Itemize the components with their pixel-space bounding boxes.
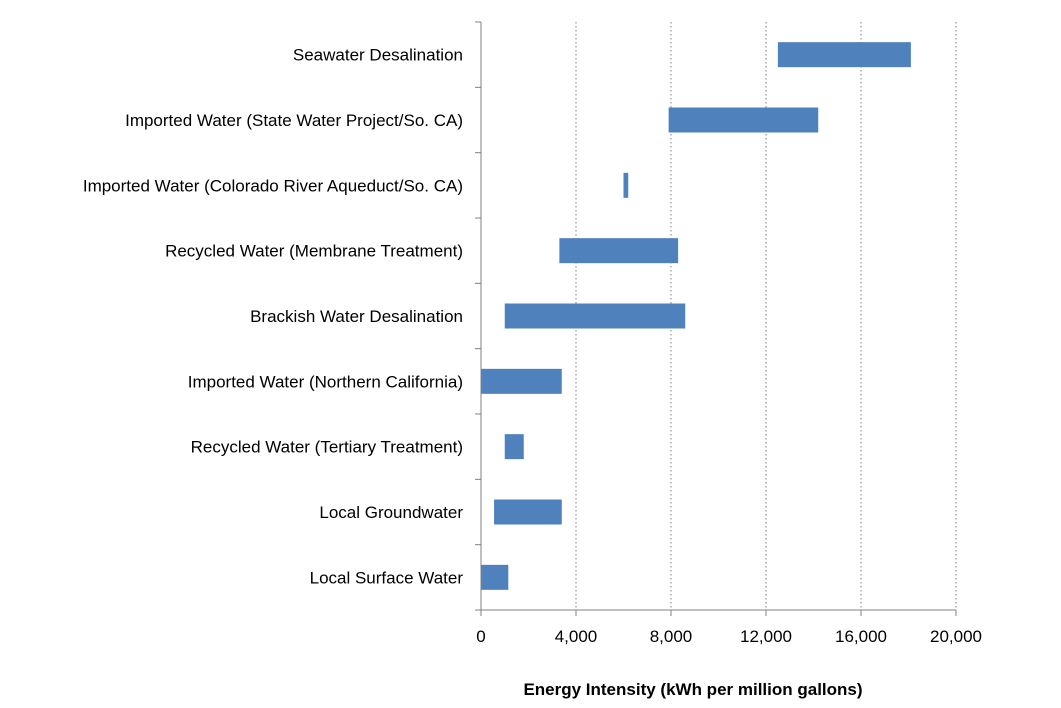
category-label: Seawater Desalination bbox=[293, 46, 463, 65]
bars bbox=[481, 42, 911, 590]
x-tick-label: 4,000 bbox=[555, 627, 598, 646]
bar bbox=[481, 564, 509, 590]
x-tick-labels: 0 4,000 8,000 12,000 16,000 20,000 bbox=[476, 627, 982, 646]
category-label: Local Surface Water bbox=[310, 568, 464, 587]
x-tick-label: 20,000 bbox=[930, 627, 982, 646]
bar bbox=[504, 434, 524, 460]
bar bbox=[481, 368, 562, 394]
category-label: Recycled Water (Tertiary Treatment) bbox=[191, 438, 463, 457]
category-label: Imported Water (Northern California) bbox=[188, 372, 463, 391]
axes bbox=[475, 21, 957, 616]
category-label: Local Groundwater bbox=[319, 503, 463, 522]
x-tick-label: 0 bbox=[476, 627, 485, 646]
category-label: Brackish Water Desalination bbox=[250, 307, 463, 326]
bar bbox=[504, 303, 686, 329]
category-label: Imported Water (Colorado River Aqueduct/… bbox=[83, 176, 463, 195]
bar bbox=[494, 499, 562, 525]
bar bbox=[559, 238, 679, 264]
bar bbox=[777, 42, 911, 68]
x-axis-title: Energy Intensity (kWh per million gallon… bbox=[523, 680, 862, 699]
bar bbox=[668, 107, 819, 133]
bar bbox=[623, 172, 629, 198]
category-label: Recycled Water (Membrane Treatment) bbox=[165, 242, 463, 261]
category-labels: Seawater Desalination Imported Water (Sta… bbox=[83, 46, 463, 588]
x-tick-label: 8,000 bbox=[650, 627, 693, 646]
category-label: Imported Water (State Water Project/So. … bbox=[125, 111, 463, 130]
x-tick-label: 12,000 bbox=[740, 627, 792, 646]
x-tick-label: 16,000 bbox=[835, 627, 887, 646]
